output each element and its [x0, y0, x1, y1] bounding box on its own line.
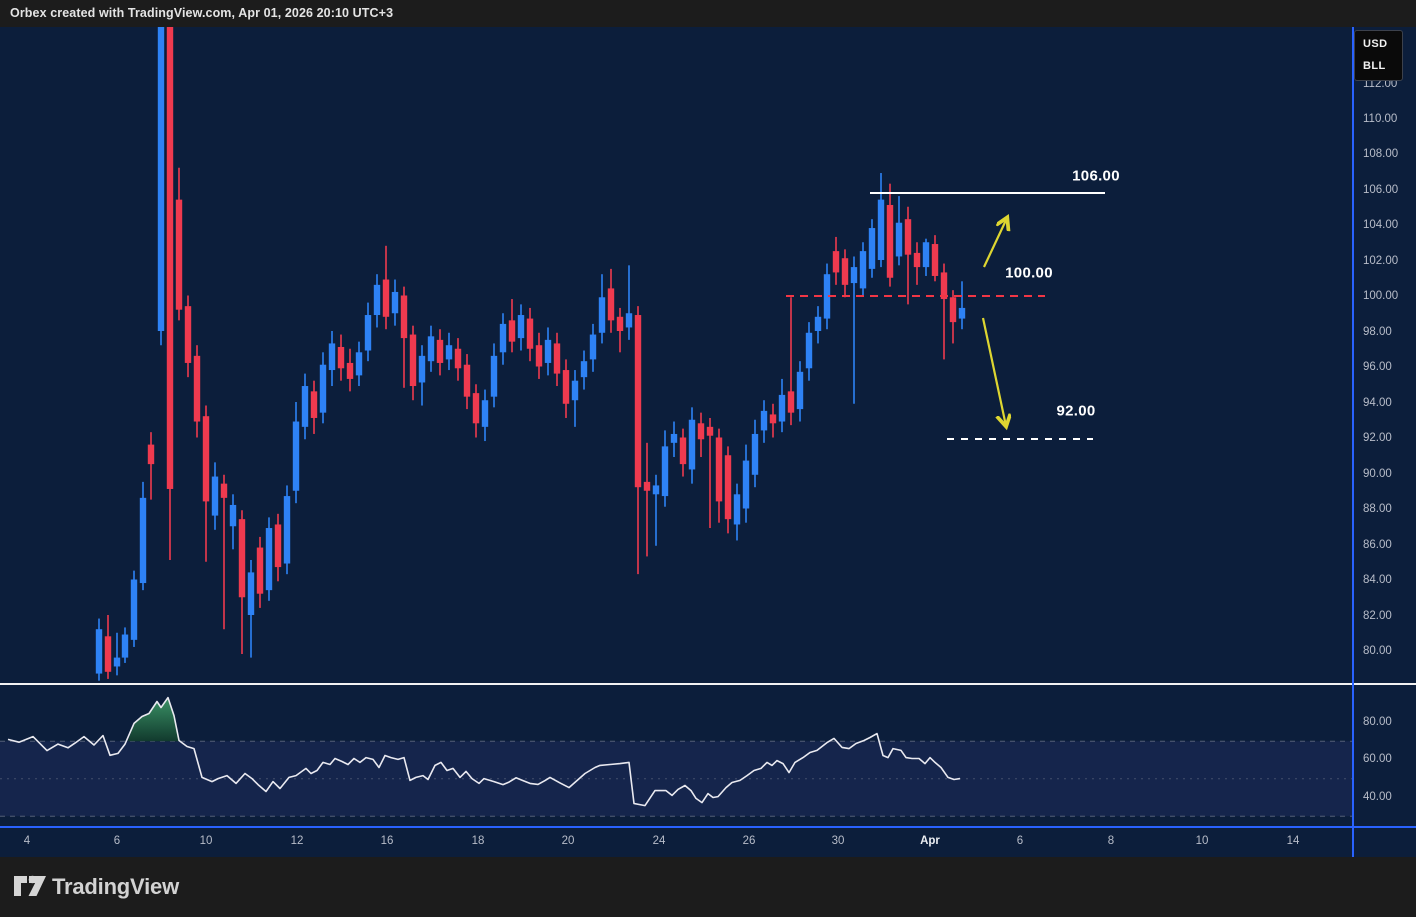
- price-axis-label: 80.00: [1363, 645, 1392, 657]
- chart-plot-area[interactable]: [0, 27, 1353, 827]
- annotations: [786, 192, 1105, 440]
- time-axis-label: 8: [1107, 835, 1115, 847]
- price-axis-label: 88.00: [1363, 503, 1392, 515]
- time-axis-label: 14: [1286, 835, 1300, 847]
- price-axis-label: 84.00: [1363, 574, 1392, 586]
- pivot-price-label[interactable]: 100.00: [1005, 264, 1053, 282]
- price-axis-label: 86.00: [1363, 539, 1392, 551]
- price-scale[interactable]: 112.00 110.00 108.00 106.00 104.00 102.00 100.…: [1354, 27, 1416, 827]
- rsi-axis-label: 40.00: [1363, 791, 1392, 803]
- time-axis-label: 6: [113, 835, 121, 847]
- symbol-base: USD: [1363, 38, 1388, 50]
- time-axis-label: 24: [652, 835, 666, 847]
- support-price-label[interactable]: 92.00: [1056, 402, 1096, 420]
- time-axis-label: 16: [380, 835, 394, 847]
- price-axis-label: 82.00: [1363, 610, 1392, 622]
- tradingview-logo-icon[interactable]: [12, 872, 48, 902]
- price-axis-label: 104.00: [1363, 219, 1399, 231]
- time-axis[interactable]: 4 6 10 12 16 18 20 24 26 30 Apr 6 8 10 14: [0, 827, 1353, 857]
- price-axis-label: 96.00: [1363, 361, 1392, 373]
- time-axis-label: 30: [831, 835, 845, 847]
- header-title: Orbex created with TradingView.com, Apr …: [10, 6, 394, 20]
- price-axis-label: 100.00: [1363, 290, 1399, 302]
- time-axis-label: 10: [199, 835, 213, 847]
- symbol-watermark-badge: USD BLL: [1354, 30, 1403, 81]
- tradingview-logo-text[interactable]: TradingView: [52, 874, 179, 899]
- price-axis-label: 112.00: [1363, 78, 1398, 90]
- price-axis-label: 98.00: [1363, 326, 1392, 338]
- time-axis-label: Apr: [920, 835, 940, 847]
- time-axis-label: 12: [290, 835, 304, 847]
- price-scale-border: [1352, 27, 1354, 857]
- time-axis-label: 4: [23, 835, 31, 847]
- rsi-band: [0, 740, 1353, 817]
- price-axis-label: 110.00: [1363, 113, 1398, 125]
- header-bar: Orbex created with TradingView.com, Apr …: [0, 0, 1416, 27]
- price-axis-label: 92.00: [1363, 432, 1392, 444]
- resistance-price-label[interactable]: 106.00: [1072, 167, 1120, 185]
- price-axis-label: 94.00: [1363, 397, 1392, 409]
- time-axis-label: 6: [1016, 835, 1024, 847]
- time-axis-border: [0, 826, 1416, 828]
- rsi-axis-label: 60.00: [1363, 753, 1392, 765]
- symbol-quote: BLL: [1363, 60, 1386, 72]
- price-axis-label: 102.00: [1363, 255, 1399, 267]
- price-axis-label: 90.00: [1363, 468, 1392, 480]
- time-axis-label: 18: [471, 835, 485, 847]
- time-axis-label: 10: [1195, 835, 1209, 847]
- candlesticks: [95, 27, 966, 681]
- pane-separator[interactable]: [0, 683, 1416, 685]
- time-axis-label: 20: [561, 835, 575, 847]
- price-axis-label: 106.00: [1363, 184, 1399, 196]
- rsi-axis-label: 80.00: [1363, 716, 1392, 728]
- footer-bar: TradingView: [0, 857, 1416, 917]
- price-axis-label: 108.00: [1363, 148, 1399, 160]
- time-axis-label: 26: [742, 835, 756, 847]
- rsi-indicator: [7, 696, 961, 807]
